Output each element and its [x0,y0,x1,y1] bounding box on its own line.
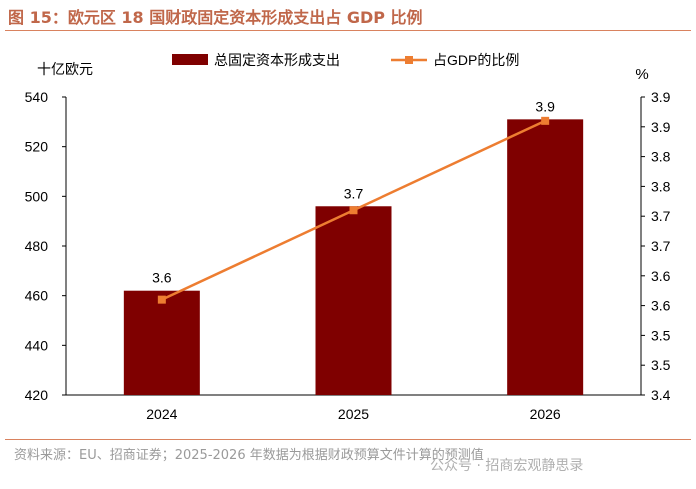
x-tick-label: 2025 [338,406,369,422]
chart: 420 440 460 480 500 520 540 3.4 3.5 3.5 3.6 3.6 3.7 3… [25,52,671,422]
right-tick-label: 3.5 [651,327,671,343]
ratio-marker-2026 [541,116,550,125]
x-tick-label: 2024 [146,406,177,422]
figure-title: 图 15：欧元区 18 国财政固定资本形成支出占 GDP 比例 [8,8,423,27]
right-tick-label: 3.7 [651,208,671,224]
left-axis-label: 十亿欧元 [37,61,93,77]
legend-line-label: 占GDP的比例 [433,52,519,68]
left-tick-label: 460 [25,288,49,304]
right-tick-label: 3.5 [651,357,671,373]
right-tick-label: 3.8 [651,178,671,194]
legend-bar-label: 总固定资本形成支出 [214,52,340,68]
right-tick-label: 3.6 [651,268,671,284]
left-tick-label: 540 [25,89,49,105]
right-tick-label: 3.9 [651,89,671,105]
right-tick-label: 3.8 [651,149,671,165]
left-tick-label: 480 [25,238,49,254]
left-tick-label: 500 [25,188,49,204]
ratio-marker-2024 [157,295,166,304]
ratio-marker-2025 [349,206,358,215]
source-note: 资料来源：EU、招商证券；2025-2026 年数据为根据财政预算文件计算的预测… [14,448,484,463]
x-tick-label: 2026 [530,406,561,422]
data-label: 3.9 [535,98,555,114]
right-tick-label: 3.7 [651,238,671,254]
source-divider [5,439,691,440]
left-tick-label: 520 [25,139,49,155]
data-label: 3.7 [344,185,364,201]
bar-2025 [315,206,392,395]
bar-2026 [507,119,584,395]
right-tick-label: 3.4 [651,387,671,403]
bar-2024 [123,290,200,395]
left-tick-label: 440 [25,337,49,353]
left-tick-label: 420 [25,387,49,403]
right-axis-label: % [635,66,648,83]
watermark: 公众号 · 招商宏观静思录 [430,458,584,474]
data-label: 3.6 [152,270,172,286]
right-tick-label: 3.6 [651,298,671,314]
title-divider [5,30,691,31]
right-tick-label: 3.9 [651,119,671,135]
legend-line-marker [405,56,413,64]
legend-bar-swatch [172,54,208,65]
